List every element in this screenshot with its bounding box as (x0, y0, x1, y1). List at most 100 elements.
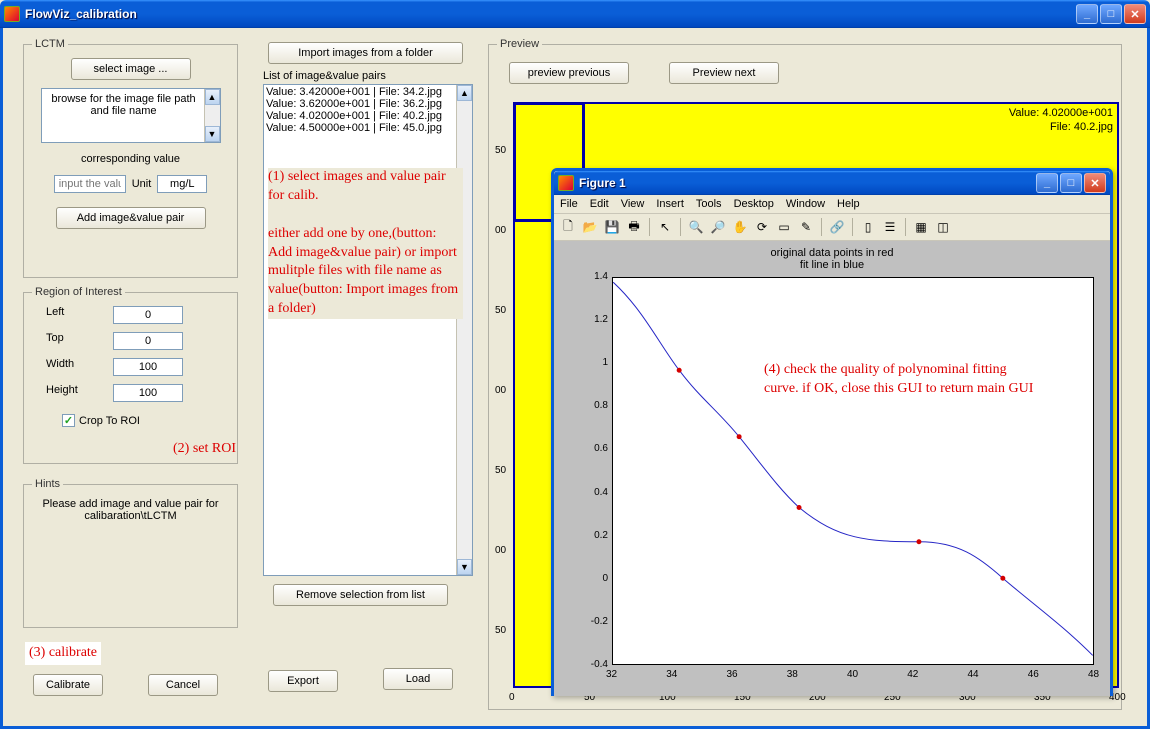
fig-ytick: 1 (582, 357, 608, 368)
lctm-group: LCTM select image ... browse for the ima… (23, 38, 238, 278)
list-item[interactable]: Value: 3.42000e+001 | File: 34.2.jpg (266, 86, 470, 98)
export-button[interactable]: Export (268, 670, 338, 692)
lctm-legend: LCTM (32, 38, 68, 50)
list-item[interactable]: Value: 4.50000e+001 | File: 45.0.jpg (266, 122, 470, 134)
fig-ytick: 1.4 (582, 271, 608, 282)
figure-close-button[interactable]: ✕ (1084, 173, 1106, 193)
brush-icon[interactable]: ✎ (796, 217, 816, 237)
unit-input[interactable] (157, 175, 207, 193)
menu-view[interactable]: View (621, 198, 645, 210)
plot-title-1: original data points in red (554, 247, 1110, 259)
preview-info-file: File: 40.2.jpg (1009, 120, 1113, 134)
crop-checkbox[interactable]: ✓ (62, 414, 75, 427)
roi-top-input[interactable] (113, 332, 183, 350)
figure-minimize-button[interactable]: _ (1036, 173, 1058, 193)
figure-menubar: File Edit View Insert Tools Desktop Window Help (554, 195, 1110, 214)
list-label: List of image&value pairs (263, 70, 386, 82)
pan-icon[interactable]: ✋ (730, 217, 750, 237)
annotation-4: (4) check the quality of polynominal fit… (764, 361, 1044, 399)
preview-ytick: 50 (495, 465, 506, 476)
zoom-out-icon[interactable]: 🔎 (708, 217, 728, 237)
minimize-button[interactable]: _ (1076, 4, 1098, 24)
roi-left-input[interactable] (113, 306, 183, 324)
scroll-up-icon[interactable]: ▲ (205, 89, 220, 105)
preview-ytick: 50 (495, 305, 506, 316)
remove-selection-button[interactable]: Remove selection from list (273, 584, 448, 606)
fig-ytick: 0.2 (582, 530, 608, 541)
list-item[interactable]: Value: 4.02000e+001 | File: 40.2.jpg (266, 110, 470, 122)
menu-edit[interactable]: Edit (590, 198, 609, 210)
hints-group: Hints Please add image and value pair fo… (23, 478, 238, 628)
roi-height-input[interactable] (113, 384, 183, 402)
rotate-icon[interactable]: ⟳ (752, 217, 772, 237)
figure-title: Figure 1 (579, 176, 1036, 190)
fig-xtick: 38 (787, 669, 798, 680)
maximize-button[interactable]: □ (1100, 4, 1122, 24)
figure-toolbar: 🗋 📂 💾 🖶 ↖ 🔍 🔎 ✋ ⟳ ▭ ✎ 🔗 ▯ ☰ ▦ ◫ (554, 214, 1110, 241)
value-input[interactable] (54, 175, 126, 193)
select-image-button[interactable]: select image ... (71, 58, 191, 80)
annotation-2: (2) set ROI (173, 440, 236, 459)
print-icon[interactable]: 🖶 (624, 217, 644, 237)
pointer-icon[interactable]: ↖ (655, 217, 675, 237)
zoom-in-icon[interactable]: 🔍 (686, 217, 706, 237)
hints-text: Please add image and value pair for cali… (32, 498, 229, 522)
fig-xtick: 32 (606, 669, 617, 680)
menu-window[interactable]: Window (786, 198, 825, 210)
link-icon[interactable]: 🔗 (827, 217, 847, 237)
import-folder-button[interactable]: Import images from a folder (268, 42, 463, 64)
app-icon (4, 6, 20, 22)
close-button[interactable]: ✕ (1124, 4, 1146, 24)
roi-top-label: Top (46, 332, 101, 350)
scroll-down-icon[interactable]: ▼ (205, 126, 220, 142)
calibrate-button[interactable]: Calibrate (33, 674, 103, 696)
legend-icon[interactable]: ☰ (880, 217, 900, 237)
data-point (1000, 576, 1005, 581)
preview-next-button[interactable]: Preview next (669, 62, 779, 84)
colorbar-icon[interactable]: ▯ (858, 217, 878, 237)
preview-prev-button[interactable]: preview previous (509, 62, 629, 84)
new-icon[interactable]: 🗋 (558, 217, 578, 237)
image-path-text: browse for the image file path and file … (51, 93, 195, 117)
cancel-button[interactable]: Cancel (148, 674, 218, 696)
show-tools-icon[interactable]: ◫ (933, 217, 953, 237)
fig-ytick: 0.6 (582, 443, 608, 454)
pairs-listbox[interactable]: Value: 3.42000e+001 | File: 34.2.jpgValu… (263, 84, 473, 576)
fig-ytick: -0.2 (582, 616, 608, 627)
roi-legend: Region of Interest (32, 286, 125, 298)
menu-help[interactable]: Help (837, 198, 860, 210)
client-area: LCTM select image ... browse for the ima… (0, 28, 1150, 729)
open-icon[interactable]: 📂 (580, 217, 600, 237)
roi-width-input[interactable] (113, 358, 183, 376)
roi-group: Region of Interest Left Top Width Height… (23, 286, 238, 464)
figure-plot-area: original data points in red fit line in … (554, 241, 1110, 696)
data-point (677, 368, 682, 373)
image-path-box[interactable]: browse for the image file path and file … (41, 88, 221, 143)
list-scroll-up-icon[interactable]: ▲ (457, 85, 472, 101)
preview-ytick: 00 (495, 545, 506, 556)
preview-ytick: 00 (495, 225, 506, 236)
hide-tools-icon[interactable]: ▦ (911, 217, 931, 237)
fit-curve (613, 278, 1093, 664)
load-button[interactable]: Load (383, 668, 453, 690)
fig-ytick: -0.4 (582, 659, 608, 670)
save-icon[interactable]: 💾 (602, 217, 622, 237)
menu-file[interactable]: File (560, 198, 578, 210)
list-item[interactable]: Value: 3.62000e+001 | File: 36.2.jpg (266, 98, 470, 110)
datatip-icon[interactable]: ▭ (774, 217, 794, 237)
preview-legend: Preview (497, 38, 542, 50)
menu-desktop[interactable]: Desktop (734, 198, 774, 210)
figure-maximize-button[interactable]: □ (1060, 173, 1082, 193)
preview-ytick: 50 (495, 145, 506, 156)
preview-xtick: 0 (509, 692, 515, 703)
fig-xtick: 42 (907, 669, 918, 680)
menu-insert[interactable]: Insert (656, 198, 684, 210)
list-scroll-down-icon[interactable]: ▼ (457, 559, 472, 575)
add-pair-button[interactable]: Add image&value pair (56, 207, 206, 229)
fig-xtick: 40 (847, 669, 858, 680)
data-point (797, 505, 802, 510)
fig-ytick: 1.2 (582, 314, 608, 325)
fig-xtick: 36 (727, 669, 738, 680)
figure-titlebar[interactable]: Figure 1 _ □ ✕ (554, 171, 1110, 195)
menu-tools[interactable]: Tools (696, 198, 722, 210)
